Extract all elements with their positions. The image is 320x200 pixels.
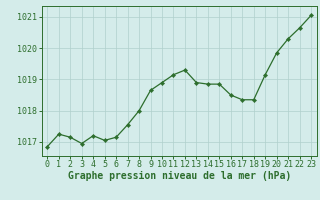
X-axis label: Graphe pression niveau de la mer (hPa): Graphe pression niveau de la mer (hPa) xyxy=(68,171,291,181)
